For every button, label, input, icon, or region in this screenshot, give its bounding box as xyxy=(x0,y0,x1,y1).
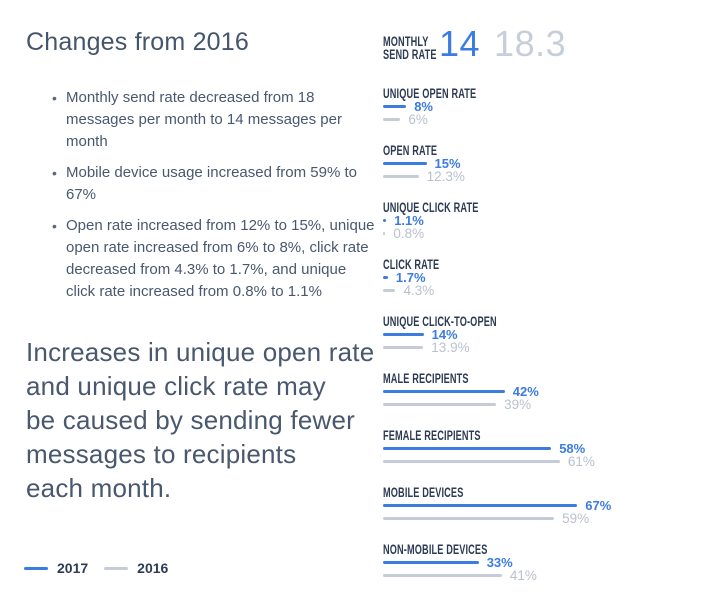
metric-label: MALE RECIPIENTS xyxy=(383,371,469,386)
bar-row-2016: 39% xyxy=(383,397,713,412)
bar-2016 xyxy=(383,574,502,577)
bar-2016 xyxy=(383,118,401,121)
bar-row-2016: 59% xyxy=(383,511,713,526)
send-rate-2017-value: 14 xyxy=(439,23,481,64)
bar-2017 xyxy=(383,333,424,336)
value-2016: 13.9% xyxy=(431,340,470,355)
chart-legend: 2017 2016 xyxy=(24,560,168,576)
bar-row-2016: 0.8% xyxy=(383,226,713,241)
metric-groups: UNIQUE OPEN RATE 8% 6% OPEN RATE 15% 12.3% UNI… xyxy=(383,86,713,583)
bar-2017 xyxy=(383,162,427,165)
bar-row-2017: 1.7% xyxy=(383,270,713,285)
metric-group: UNIQUE OPEN RATE 8% 6% xyxy=(383,86,713,127)
bar-row-2016: 61% xyxy=(383,454,713,469)
legend-label: 2016 xyxy=(137,560,169,576)
metric-label: FEMALE RECIPIENTS xyxy=(383,428,481,443)
value-2016: 41% xyxy=(509,568,537,583)
callout-text: Increases in unique open rate and unique… xyxy=(26,337,375,503)
legend-label: 2017 xyxy=(57,560,89,576)
bullet-item: Open rate increased from 12% to 15%, uni… xyxy=(26,215,378,303)
metric-label: MOBILE DEVICES xyxy=(383,485,464,500)
value-2016: 4.3% xyxy=(403,283,435,298)
bar-row-2017: 33% xyxy=(383,555,713,570)
bar-2016 xyxy=(383,289,396,292)
metric-label: NON-MOBILE DEVICES xyxy=(383,542,488,557)
metric-label: OPEN RATE xyxy=(383,143,438,158)
bar-2016 xyxy=(383,517,555,520)
legend-item-2017: 2017 xyxy=(24,560,88,576)
bar-row-2016: 4.3% xyxy=(383,283,713,298)
bar-2016 xyxy=(383,175,419,178)
send-rate-row: MONTHLY SEND RATE 14 18.3 xyxy=(383,24,713,64)
bar-row-2017: 42% xyxy=(383,384,713,399)
legend-dash-icon xyxy=(104,566,129,570)
metrics-panel: MONTHLY SEND RATE 14 18.3 UNIQUE OPEN RA… xyxy=(383,24,713,600)
metric-group: UNIQUE CLICK-TO-OPEN 14% 13.9% xyxy=(383,314,713,355)
bar-row-2016: 12.3% xyxy=(383,169,713,184)
bar-2017 xyxy=(383,276,388,279)
value-2016: 59% xyxy=(562,511,590,526)
bar-row-2017: 67% xyxy=(383,498,713,513)
value-2017: 8% xyxy=(414,99,433,114)
bar-row-2017: 1.1% xyxy=(383,213,713,228)
value-2017: 1.1% xyxy=(394,213,424,228)
bar-row-2016: 6% xyxy=(383,112,713,127)
bullet-item: Monthly send rate decreased from 18 mess… xyxy=(26,87,378,153)
value-2016: 61% xyxy=(567,454,595,469)
bar-2017 xyxy=(383,105,407,108)
value-2017: 33% xyxy=(486,555,513,570)
bar-row-2017: 8% xyxy=(383,99,713,114)
summary-panel: Changes from 2016 Monthly send rate decr… xyxy=(26,0,378,505)
metric-group: UNIQUE CLICK RATE 1.1% 0.8% xyxy=(383,200,713,241)
value-2017: 15% xyxy=(434,156,461,171)
metric-group: FEMALE RECIPIENTS 58% 61% xyxy=(383,428,713,469)
bar-2016 xyxy=(383,232,386,235)
metric-group: CLICK RATE 1.7% 4.3% xyxy=(383,257,713,298)
bar-2016 xyxy=(383,460,560,463)
value-2016: 6% xyxy=(408,112,428,127)
metric-group: NON-MOBILE DEVICES 33% 41% xyxy=(383,542,713,583)
send-rate-2016-value: 18.3 xyxy=(494,23,567,64)
bar-row-2017: 58% xyxy=(383,441,713,456)
page-title: Changes from 2016 xyxy=(26,28,249,56)
bar-row-2017: 14% xyxy=(383,327,713,342)
bar-row-2017: 15% xyxy=(383,156,713,171)
bullet-list: Monthly send rate decreased from 18 mess… xyxy=(26,87,378,303)
bar-row-2016: 13.9% xyxy=(383,340,713,355)
metric-group: MALE RECIPIENTS 42% 39% xyxy=(383,371,713,412)
value-2016: 39% xyxy=(504,397,532,412)
value-2017: 58% xyxy=(559,441,586,456)
legend-dash-icon xyxy=(24,566,48,570)
bar-2017 xyxy=(383,504,578,507)
value-2017: 67% xyxy=(585,498,612,513)
bar-2017 xyxy=(383,390,505,393)
bullet-item: Mobile device usage increased from 59% t… xyxy=(26,162,378,206)
send-rate-label: MONTHLY SEND RATE xyxy=(383,34,437,62)
metric-label: UNIQUE OPEN RATE xyxy=(383,86,477,101)
bar-2017 xyxy=(383,561,479,564)
metric-label: CLICK RATE xyxy=(383,257,440,272)
legend-item-2016: 2016 xyxy=(104,560,168,576)
bar-2017 xyxy=(383,447,552,450)
bar-row-2016: 41% xyxy=(383,568,713,583)
value-2016: 0.8% xyxy=(393,226,425,241)
metric-label: UNIQUE CLICK RATE xyxy=(383,200,479,215)
bar-2016 xyxy=(383,346,424,349)
metric-group: MOBILE DEVICES 67% 59% xyxy=(383,485,713,526)
value-2016: 12.3% xyxy=(426,169,465,184)
metric-label: UNIQUE CLICK-TO-OPEN xyxy=(383,314,497,329)
bar-2016 xyxy=(383,403,497,406)
value-2017: 14% xyxy=(431,327,458,342)
value-2017: 42% xyxy=(512,384,539,399)
metric-group: OPEN RATE 15% 12.3% xyxy=(383,143,713,184)
bar-2017 xyxy=(383,219,387,222)
value-2017: 1.7% xyxy=(395,270,426,285)
